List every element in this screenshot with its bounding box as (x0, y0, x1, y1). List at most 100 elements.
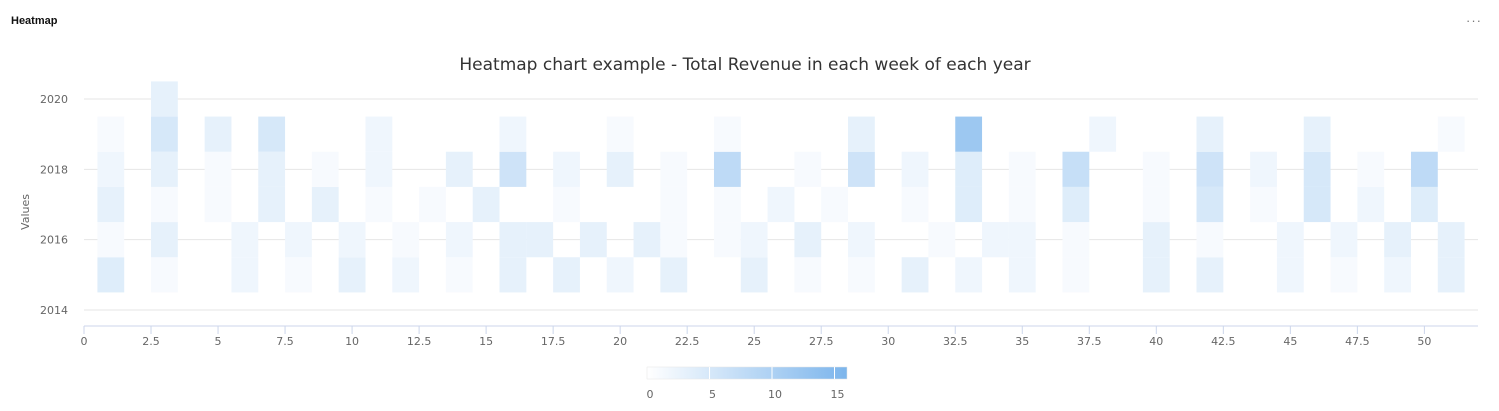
heatmap-cell[interactable] (579, 222, 607, 258)
heatmap-cell[interactable] (419, 186, 446, 223)
heatmap-cell[interactable] (1303, 116, 1331, 152)
heatmap-cell[interactable] (606, 257, 634, 293)
heatmap-cell[interactable] (365, 186, 393, 223)
heatmap-cell[interactable] (1196, 116, 1224, 152)
heatmap-cell[interactable] (928, 222, 956, 258)
heatmap-cell[interactable] (445, 151, 473, 187)
heatmap-cell[interactable] (231, 257, 259, 293)
heatmap-cell[interactable] (258, 186, 286, 223)
heatmap-cell[interactable] (1196, 257, 1224, 293)
heatmap-cell[interactable] (1142, 222, 1170, 258)
heatmap-cell[interactable] (848, 151, 875, 187)
heatmap-cell[interactable] (204, 116, 232, 152)
heatmap-cell[interactable] (97, 257, 125, 293)
heatmap-cell[interactable] (499, 222, 527, 258)
heatmap-cell[interactable] (151, 116, 178, 152)
heatmap-cell[interactable] (365, 151, 393, 187)
heatmap-cell[interactable] (1276, 222, 1304, 258)
heatmap-cell[interactable] (1410, 186, 1438, 223)
heatmap-cell[interactable] (1276, 257, 1304, 293)
heatmap-cell[interactable] (848, 222, 875, 258)
heatmap-cell[interactable] (1384, 222, 1411, 258)
heatmap-cell[interactable] (97, 222, 125, 258)
heatmap-cell[interactable] (526, 222, 554, 258)
heatmap-cell[interactable] (338, 222, 366, 258)
heatmap-cell[interactable] (1142, 257, 1170, 293)
heatmap-cell[interactable] (258, 151, 286, 187)
heatmap-cell[interactable] (1062, 222, 1090, 258)
heatmap-cell[interactable] (97, 151, 125, 187)
heatmap-cell[interactable] (1303, 151, 1331, 187)
heatmap-cell[interactable] (901, 151, 929, 187)
heatmap-cell[interactable] (794, 257, 822, 293)
heatmap-cell[interactable] (1437, 222, 1465, 258)
heatmap-cell[interactable] (606, 151, 634, 187)
heatmap-cell[interactable] (982, 222, 1009, 258)
heatmap-cell[interactable] (740, 257, 768, 293)
heatmap-cell[interactable] (1384, 257, 1411, 293)
heatmap-cell[interactable] (97, 116, 125, 152)
heatmap-cell[interactable] (1142, 186, 1170, 223)
heatmap-cell[interactable] (472, 186, 500, 223)
heatmap-cell[interactable] (1357, 151, 1385, 187)
heatmap-cell[interactable] (1008, 186, 1036, 223)
heatmap-cell[interactable] (955, 151, 983, 187)
panel-menu-button[interactable]: ··· (1466, 13, 1482, 28)
heatmap-cell[interactable] (553, 151, 580, 187)
heatmap-cell[interactable] (97, 186, 125, 223)
heatmap-cell[interactable] (1008, 257, 1036, 293)
heatmap-cell[interactable] (1330, 222, 1358, 258)
heatmap-cell[interactable] (311, 186, 339, 223)
heatmap-cell[interactable] (606, 116, 634, 152)
heatmap-cell[interactable] (1008, 222, 1036, 258)
heatmap-cell[interactable] (713, 151, 741, 187)
heatmap-cell[interactable] (1357, 186, 1385, 223)
heatmap-cell[interactable] (1410, 151, 1438, 187)
heatmap-cell[interactable] (1303, 186, 1331, 223)
heatmap-cell[interactable] (151, 222, 178, 258)
heatmap-cell[interactable] (499, 116, 527, 152)
heatmap-cell[interactable] (660, 151, 688, 187)
heatmap-cell[interactable] (955, 257, 983, 293)
heatmap-cell[interactable] (553, 186, 580, 223)
heatmap-cell[interactable] (338, 257, 366, 293)
heatmap-cell[interactable] (258, 116, 286, 152)
heatmap-cell[interactable] (151, 151, 178, 187)
heatmap-cell[interactable] (285, 222, 312, 258)
heatmap-cell[interactable] (445, 257, 473, 293)
heatmap-cell[interactable] (1142, 151, 1170, 187)
heatmap-cell[interactable] (1437, 257, 1465, 293)
heatmap-cell[interactable] (794, 151, 822, 187)
heatmap-cell[interactable] (365, 116, 393, 152)
heatmap-cell[interactable] (955, 186, 983, 223)
heatmap-cell[interactable] (1196, 222, 1224, 258)
heatmap-cell[interactable] (1330, 257, 1358, 293)
heatmap-cell[interactable] (660, 257, 688, 293)
heatmap-cell[interactable] (151, 186, 178, 223)
heatmap-cell[interactable] (499, 151, 527, 187)
heatmap-cell[interactable] (713, 116, 741, 152)
heatmap-cell[interactable] (204, 186, 232, 223)
heatmap-cell[interactable] (1196, 151, 1224, 187)
heatmap-cell[interactable] (392, 257, 420, 293)
heatmap-cell[interactable] (231, 222, 259, 258)
heatmap-cell[interactable] (1062, 186, 1090, 223)
heatmap-cell[interactable] (1437, 116, 1465, 152)
heatmap-cell[interactable] (499, 257, 527, 293)
heatmap-cell[interactable] (848, 116, 875, 152)
heatmap-cell[interactable] (1250, 151, 1277, 187)
heatmap-cell[interactable] (1089, 116, 1117, 152)
heatmap-cell[interactable] (901, 257, 929, 293)
heatmap-cell[interactable] (660, 222, 688, 258)
heatmap-cell[interactable] (660, 186, 688, 223)
heatmap-cell[interactable] (955, 116, 983, 152)
heatmap-cell[interactable] (553, 257, 580, 293)
heatmap-cell[interactable] (445, 222, 473, 258)
heatmap-cell[interactable] (767, 186, 795, 223)
heatmap-cell[interactable] (794, 222, 822, 258)
heatmap-cell[interactable] (151, 81, 178, 117)
heatmap-cell[interactable] (1008, 151, 1036, 187)
heatmap-cell[interactable] (848, 257, 875, 293)
heatmap-cell[interactable] (633, 222, 661, 258)
heatmap-cell[interactable] (1196, 186, 1224, 223)
